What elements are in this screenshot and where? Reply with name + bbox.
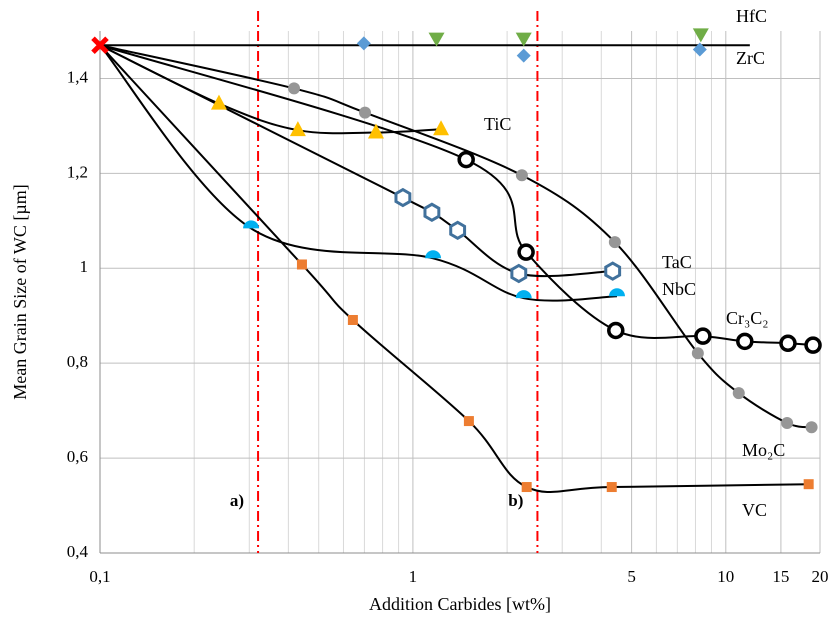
marker	[692, 42, 707, 57]
marker	[781, 416, 794, 429]
marker	[517, 243, 535, 261]
marker	[608, 236, 621, 249]
marker	[804, 336, 822, 354]
series-label: NbC	[662, 279, 696, 299]
marker	[243, 220, 260, 229]
y-tick-label: 0,6	[67, 447, 88, 466]
marker	[210, 94, 227, 110]
marker	[296, 259, 307, 270]
series-label: HfC	[736, 6, 767, 26]
y-tick-label: 1,4	[67, 67, 89, 86]
marker	[449, 220, 467, 241]
y-tick-label: 1	[80, 257, 89, 276]
reference-label: b)	[508, 491, 523, 510]
marker	[515, 169, 528, 182]
marker	[433, 120, 450, 136]
series-line	[301, 263, 809, 493]
marker	[515, 32, 532, 47]
marker	[736, 332, 754, 351]
origin-connector	[99, 44, 303, 266]
series-label: VC	[742, 500, 767, 520]
x-tick-label: 0,1	[89, 567, 110, 586]
marker	[692, 28, 709, 43]
series-line	[293, 87, 812, 429]
series-line	[250, 227, 618, 302]
origin-connector	[99, 44, 467, 161]
series-label: TaC	[662, 252, 692, 272]
marker	[732, 387, 745, 400]
marker	[521, 482, 532, 493]
marker	[347, 314, 358, 325]
marker	[423, 202, 441, 223]
x-tick-label: 20	[812, 567, 829, 586]
origin-connector	[99, 44, 404, 199]
series-label: Mo₂C	[742, 440, 785, 460]
x-axis-title: Addition Carbides [wt%]	[369, 594, 551, 614]
marker	[805, 421, 818, 434]
marker	[607, 321, 625, 340]
origin-connector	[99, 44, 252, 230]
marker	[606, 482, 617, 493]
marker	[463, 416, 474, 427]
marker	[779, 334, 797, 353]
marker	[359, 106, 372, 119]
marker	[289, 121, 306, 137]
x-tick-label: 5	[627, 567, 636, 586]
reference-label: a)	[230, 491, 244, 510]
y-axis-title: Mean Grain Size of WC [µm]	[10, 184, 30, 399]
marker	[428, 32, 445, 47]
series-label: Cr₃C₂	[726, 308, 769, 328]
marker	[356, 36, 371, 51]
x-tick-label: 10	[717, 567, 734, 586]
y-tick-label: 0,8	[67, 352, 88, 371]
marker	[394, 187, 412, 208]
y-tick-label: 0,4	[67, 542, 89, 561]
marker	[425, 250, 442, 259]
marker	[604, 261, 622, 281]
marker	[367, 123, 384, 139]
marker	[288, 82, 301, 95]
series-line	[218, 102, 442, 135]
y-tick-label: 1,2	[67, 162, 88, 181]
origin-marker	[91, 36, 109, 55]
x-tick-label: 15	[772, 567, 789, 586]
marker	[457, 150, 475, 169]
marker	[515, 290, 532, 299]
x-tick-label: 1	[409, 567, 418, 586]
marker	[510, 263, 528, 284]
marker	[803, 479, 814, 490]
marker	[694, 327, 712, 345]
marker	[608, 288, 625, 297]
marker	[691, 347, 704, 360]
series-label: TiC	[484, 114, 511, 134]
series-label: ZrC	[736, 48, 765, 68]
marker	[516, 48, 531, 63]
origin-connector	[99, 44, 295, 90]
